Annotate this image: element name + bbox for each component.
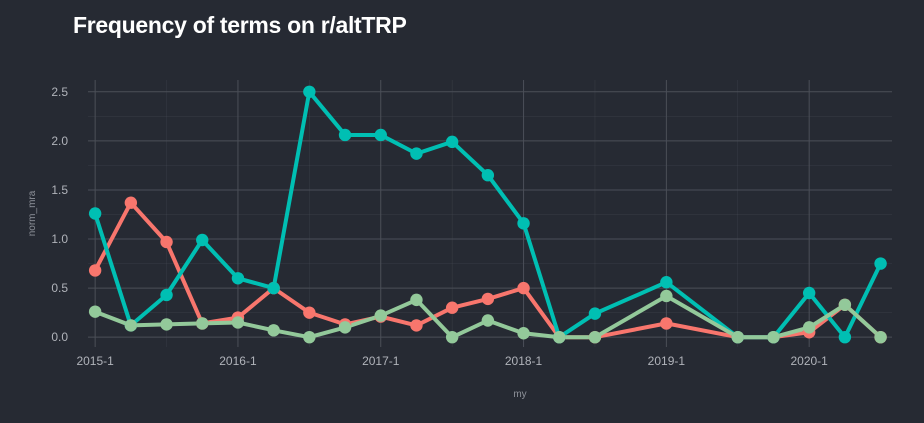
series-3-point (660, 289, 673, 303)
series-3-point (517, 327, 530, 340)
series-2-point (588, 307, 602, 320)
series-3-point (481, 314, 495, 327)
y-tick-label: 0.0 (51, 330, 68, 344)
series-1-point (303, 306, 316, 319)
y-tick-label: 0.5 (51, 281, 68, 295)
y-tick-label: 2.0 (51, 134, 68, 148)
series-2-point (802, 286, 816, 300)
series-3-point (410, 293, 423, 307)
series-points (88, 85, 887, 344)
series-2-point (517, 217, 530, 230)
series-2-point (338, 128, 352, 142)
series-3-point (588, 330, 602, 344)
x-axis-title: my (513, 389, 526, 400)
x-tick-label: 2017-1 (362, 354, 400, 368)
series-2-point (410, 147, 423, 160)
y-tick-label: 1.0 (51, 232, 68, 246)
series-3-point (88, 305, 102, 318)
series-3-point (338, 321, 352, 334)
y-tick-label: 2.5 (51, 85, 68, 99)
series-2-point (160, 288, 173, 302)
series-2-point (303, 85, 316, 98)
series-1-point (481, 292, 495, 306)
series-2-point (88, 207, 102, 220)
chart-title: Frequency of terms on r/altTRP (73, 12, 407, 38)
x-tick-label: 2015-1 (76, 354, 114, 368)
series-3-point (160, 318, 173, 331)
series-2-point (660, 276, 673, 289)
axes: 0.0 0.5 1.0 1.5 2.0 2.5 2015-1 2016-1 2017-1 2018… (27, 85, 828, 400)
series-2-point (267, 281, 280, 295)
series-2-point (374, 128, 387, 142)
series-1-point (660, 317, 673, 330)
series-3-point (838, 298, 852, 311)
x-tick-label: 2020-1 (790, 354, 828, 368)
series-2-point (196, 233, 209, 247)
series-1-point (88, 264, 102, 277)
series-3-point (802, 321, 816, 334)
series-3-point (553, 330, 566, 344)
series-1-point (517, 281, 530, 295)
x-tick-label: 2018-1 (505, 354, 543, 368)
series-2-point (231, 272, 245, 285)
series-3-point (303, 330, 316, 344)
series-1-point (445, 301, 459, 314)
series-2-point (481, 169, 495, 182)
series-3-point (196, 317, 209, 330)
series-3-point (374, 309, 387, 322)
series-3-point (445, 330, 459, 344)
series-3-point (731, 330, 744, 344)
series-3-point (874, 330, 887, 344)
series-2-point (838, 330, 852, 344)
series-3-point (124, 319, 138, 332)
y-tick-label: 1.5 (51, 183, 68, 197)
y-axis-title: norm_mra (27, 190, 38, 236)
series-1-point (124, 196, 138, 209)
series-3-point (267, 324, 280, 337)
series-2-point (874, 257, 887, 270)
series-1-point (160, 235, 173, 249)
grid (88, 80, 892, 347)
series-3-point (767, 330, 780, 344)
series-1-point (410, 319, 423, 332)
x-tick-label: 2016-1 (219, 354, 257, 368)
series-3-point (231, 316, 245, 329)
series-2-point (445, 135, 459, 149)
x-tick-label: 2019-1 (648, 354, 686, 368)
